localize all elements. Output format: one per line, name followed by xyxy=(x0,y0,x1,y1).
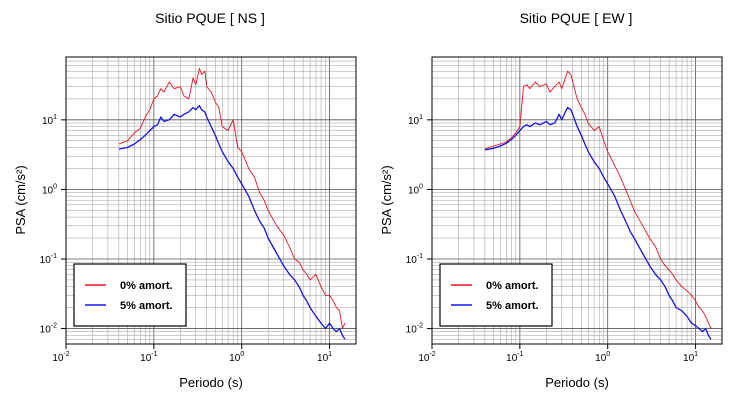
legend: 0% amort. 5% amort. xyxy=(439,263,553,327)
y-axis-label: PSA (cm/s²) xyxy=(379,165,394,234)
x-axis-label: Periodo (s) xyxy=(179,375,243,390)
chart-panel-ns: Sitio PQUE [ NS ] 10-2 10-1 100 10110-210-1… xyxy=(13,10,357,390)
series-line-undamped xyxy=(484,70,712,329)
legend-label: 5% amort. xyxy=(120,300,173,312)
x-tick-label: 100 xyxy=(229,351,244,364)
legend: 0% amort. 5% amort. xyxy=(73,263,187,327)
x-tick-label: 101 xyxy=(683,351,698,364)
x-tick-exponent: 0 xyxy=(606,351,610,358)
series-line-damped xyxy=(118,104,346,340)
legend-box xyxy=(73,263,187,327)
x-tick-label: 10-2 xyxy=(418,351,435,364)
x-tick-exponent: -1 xyxy=(517,351,523,358)
y-tick-label: 100 xyxy=(42,183,57,196)
y-tick-exponent: 1 xyxy=(53,114,57,121)
x-tick-exponent: -2 xyxy=(429,351,435,358)
series-line-damped xyxy=(484,106,712,340)
y-tick-label: 10-1 xyxy=(406,253,423,266)
y-tick-label: 101 xyxy=(408,114,423,127)
x-tick-label: 10-2 xyxy=(52,351,69,364)
y-tick-exponent: 0 xyxy=(419,183,423,190)
x-tick-label: 101 xyxy=(317,351,332,364)
x-tick-exponent: -2 xyxy=(63,351,69,358)
y-tick-label: 10-2 xyxy=(406,323,423,336)
legend-label: 0% amort. xyxy=(486,280,539,292)
x-tick-exponent: 0 xyxy=(240,351,244,358)
x-tick-exponent: -1 xyxy=(151,351,157,358)
x-tick-exponent: 1 xyxy=(694,351,698,358)
x-tick-exponent: 1 xyxy=(328,351,332,358)
chart-title: Sitio PQUE [ EW ] xyxy=(520,10,633,26)
series-line-undamped xyxy=(118,67,346,330)
x-tick-label: 10-1 xyxy=(506,351,523,364)
x-tick-label: 100 xyxy=(595,351,610,364)
y-tick-label: 100 xyxy=(408,183,423,196)
plot-frame xyxy=(65,56,357,345)
y-tick-exponent: 1 xyxy=(419,114,423,121)
series-layer xyxy=(118,67,346,340)
y-tick-exponent: 0 xyxy=(53,183,57,190)
legend-label: 0% amort. xyxy=(120,280,173,292)
chart-panel-ew: Sitio PQUE [ EW ] 10-2 10-1 100 10110-210-1… xyxy=(379,10,723,390)
plot-frame xyxy=(431,56,723,345)
y-tick-label: 10-2 xyxy=(40,323,57,336)
series-layer xyxy=(484,70,712,340)
legend-box xyxy=(439,263,553,327)
x-tick-label: 10-1 xyxy=(140,351,157,364)
y-tick-label: 101 xyxy=(42,114,57,127)
y-tick-exponent: -2 xyxy=(51,323,57,330)
chart-title: Sitio PQUE [ NS ] xyxy=(155,10,265,26)
y-tick-exponent: -2 xyxy=(417,323,423,330)
legend-label: 5% amort. xyxy=(486,300,539,312)
y-tick-exponent: -1 xyxy=(417,253,423,260)
y-tick-exponent: -1 xyxy=(51,253,57,260)
y-tick-label: 10-1 xyxy=(40,253,57,266)
y-axis-label: PSA (cm/s²) xyxy=(13,165,28,234)
x-axis-label: Periodo (s) xyxy=(545,375,609,390)
